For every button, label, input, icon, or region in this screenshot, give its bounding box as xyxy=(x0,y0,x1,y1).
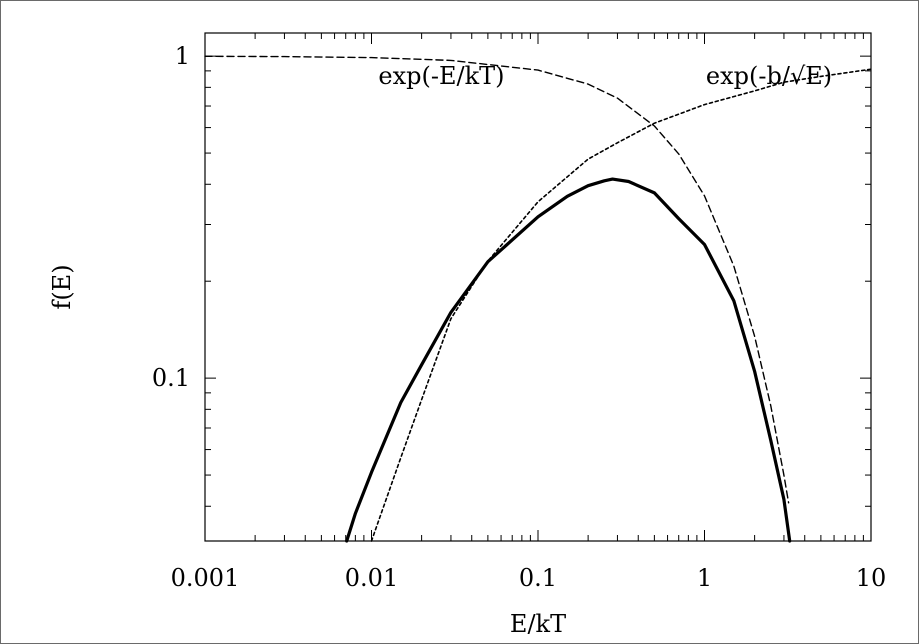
x-tick-label: 0.01 xyxy=(345,564,398,592)
x-tick-label: 0.001 xyxy=(171,564,240,592)
y-axis-label: f(E) xyxy=(48,264,76,309)
x-tick-label: 0.1 xyxy=(519,564,557,592)
series-line-solid xyxy=(345,177,792,543)
x-tick-label: 10 xyxy=(856,564,887,592)
curve-annotation: exp(-E/kT) xyxy=(378,62,504,90)
axis-ticks xyxy=(204,33,872,541)
labels-layer: 0.001 0.01 0.1 1 10 0.1 1 exp(-E/kT) exp(-b/√E) xyxy=(152,42,886,592)
series-line-dashed xyxy=(204,55,790,504)
y-tick-label: 1 xyxy=(175,42,190,70)
plot-area-border xyxy=(204,32,872,542)
x-axis-label: E/kT xyxy=(510,610,566,638)
series-layer xyxy=(204,55,872,543)
curve-annotation: exp(-b/√E) xyxy=(706,62,832,90)
x-tick-label: 1 xyxy=(697,564,712,592)
series-line-dotted xyxy=(370,68,872,542)
y-tick-label: 0.1 xyxy=(152,364,190,392)
